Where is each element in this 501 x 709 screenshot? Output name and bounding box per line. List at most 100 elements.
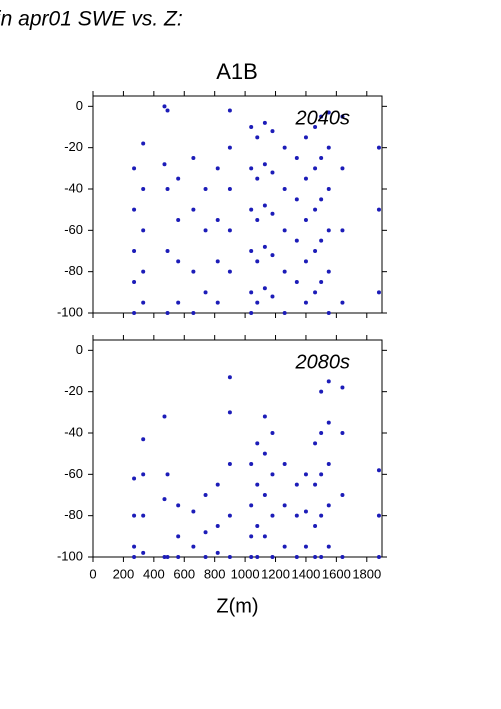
point [215,259,220,264]
point [270,211,275,216]
point [191,269,196,274]
point [303,135,308,140]
plot-frame [92,95,383,314]
point [176,218,181,222]
point [313,125,318,129]
point [270,294,275,299]
point [141,550,146,555]
point [340,493,345,497]
point [270,253,275,258]
point [191,207,196,212]
point [227,228,232,233]
y-tick-label: -60 [64,222,83,237]
point [249,462,254,466]
point [141,513,146,518]
point [227,410,232,415]
point [376,207,381,212]
point [313,441,318,446]
point [294,482,299,487]
y-tick-label: -100 [57,304,83,319]
point [227,375,232,380]
point [191,544,196,549]
point [132,280,137,284]
point [313,207,318,212]
point [262,286,267,291]
x-tick-label: 1400 [291,566,320,581]
point [326,420,331,425]
point [203,493,208,497]
point [249,534,254,539]
point [262,120,267,125]
point [132,311,137,315]
point [303,300,308,305]
point [215,300,220,305]
point [255,441,260,446]
y-tick-label: 0 [76,342,83,357]
point [282,311,287,315]
point [313,249,318,253]
point [376,468,381,473]
point [262,244,267,249]
point [165,472,170,477]
point [165,187,170,191]
point [141,141,146,146]
point [294,197,299,202]
point [215,166,220,171]
point [165,311,170,315]
point [162,414,167,419]
x-tick-label: 200 [113,566,135,581]
point [249,125,254,129]
point [319,197,324,202]
point [215,550,220,555]
point [294,156,299,160]
point [294,555,299,559]
point [176,555,181,559]
point [141,228,146,233]
point [249,503,254,508]
point [294,513,299,518]
point [249,555,254,559]
y-tick-label: -80 [64,263,83,278]
x-tick-label: 1200 [261,566,290,581]
point [132,249,137,253]
point [255,176,260,181]
point [262,493,267,497]
point [141,437,146,442]
point [326,269,331,274]
point [313,524,318,528]
point [255,555,260,559]
point [340,385,345,390]
point [249,249,254,253]
point [282,269,287,274]
point [132,513,137,518]
point [313,555,318,559]
point [303,509,308,514]
point [270,431,275,435]
point [270,472,275,477]
x-axis-label: Z(m) [216,595,258,617]
point [303,544,308,549]
point [141,269,146,274]
point [319,156,324,160]
point [319,280,324,284]
point [249,166,254,171]
point [294,280,299,284]
point [340,114,345,119]
point [132,555,137,559]
point [227,187,232,191]
point [303,259,308,264]
point [176,259,181,264]
x-tick-label: 1000 [231,566,260,581]
point [319,238,324,243]
point [262,534,267,539]
point [203,187,208,191]
point [162,162,167,167]
point [313,290,318,295]
point [303,472,308,477]
point [227,555,232,559]
point [340,228,345,233]
point [227,108,232,113]
panel-annotation: 2080s [295,351,351,373]
point [376,290,381,295]
